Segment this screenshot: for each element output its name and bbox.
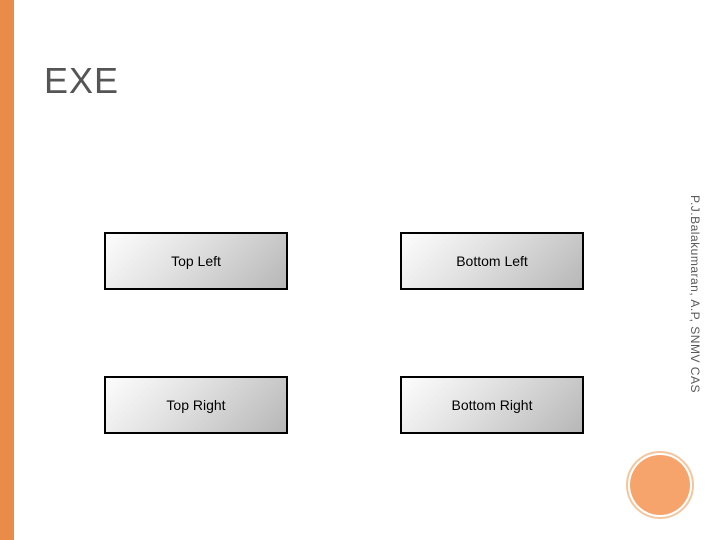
accent-bar [0, 0, 14, 540]
box-label: Bottom Right [452, 397, 533, 413]
box-grid: Top Left Bottom Left Top Right Bottom Ri… [104, 232, 604, 434]
box-bottom-right: Bottom Right [400, 376, 584, 434]
box-label: Top Left [171, 253, 221, 269]
author-sidetext: P.J.Balakumaran, A.P, SNMV CAS [688, 195, 702, 393]
corner-circle [630, 455, 690, 515]
page-title: EXE [44, 60, 119, 102]
box-top-right: Top Right [104, 376, 288, 434]
box-label: Bottom Left [456, 253, 528, 269]
box-label: Top Right [166, 397, 225, 413]
box-top-left: Top Left [104, 232, 288, 290]
box-bottom-left: Bottom Left [400, 232, 584, 290]
slide-body: EXE P.J.Balakumaran, A.P, SNMV CAS Top L… [14, 0, 720, 540]
